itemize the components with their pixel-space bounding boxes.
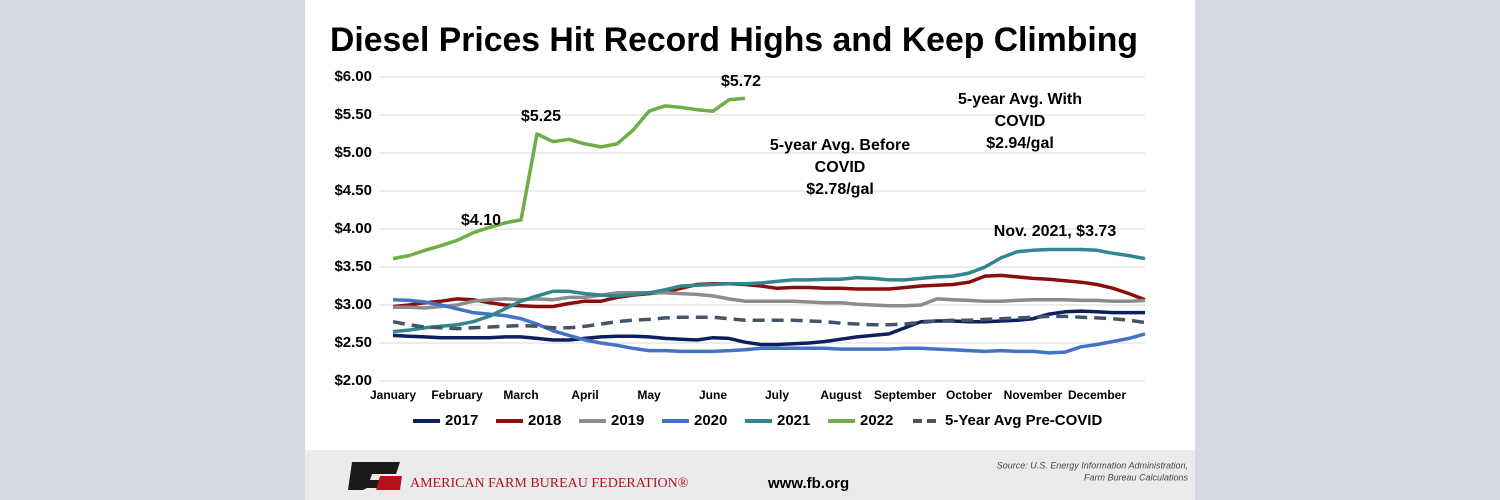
series-line <box>392 273 1146 309</box>
chart-title: Diesel Prices Hit Record Highs and Keep … <box>330 21 1138 59</box>
y-tick-label: $5.50 <box>334 106 372 123</box>
x-tick-label: November <box>1004 388 1063 402</box>
x-tick-label: January <box>370 388 416 402</box>
y-tick-label: $3.50 <box>334 258 372 275</box>
annotation: COVID <box>995 113 1046 130</box>
legend-label: 2018 <box>528 412 561 429</box>
x-tick-label: September <box>874 388 936 402</box>
x-tick-label: July <box>765 388 789 402</box>
legend-label: 2017 <box>445 412 478 429</box>
x-tick-label: October <box>946 388 992 402</box>
y-tick-label: $2.00 <box>334 372 372 389</box>
series-line <box>392 96 746 261</box>
annotation: 5-year Avg. With <box>958 91 1082 108</box>
y-tick-label: $6.00 <box>334 68 372 85</box>
series-line <box>392 297 1146 355</box>
series-line <box>392 247 1146 334</box>
x-tick-label: December <box>1068 388 1126 402</box>
annotation: $5.72 <box>721 73 761 90</box>
annotation: COVID <box>815 159 866 176</box>
x-tick-label: August <box>820 388 861 402</box>
x-tick-label: February <box>431 388 483 402</box>
y-tick-label: $3.00 <box>334 296 372 313</box>
source: Source: U.S. Energy Information Administ… <box>997 460 1188 470</box>
logo <box>348 462 402 490</box>
x-tick-label: May <box>637 388 661 402</box>
series-line <box>393 291 1146 310</box>
annotation: 5-year Avg. Before <box>770 137 910 154</box>
legend-label: 2020 <box>694 412 727 429</box>
y-tick-label: $2.50 <box>334 334 372 351</box>
legend-label: 2021 <box>777 412 810 429</box>
series-line <box>392 314 1146 331</box>
legend-label: 2019 <box>611 412 644 429</box>
annotation: $2.94/gal <box>986 135 1054 152</box>
series-line <box>392 309 1145 347</box>
panel <box>305 0 1195 450</box>
y-tick-label: $5.00 <box>334 144 372 161</box>
annotation: $5.25 <box>521 108 561 125</box>
logo-shape <box>376 476 402 490</box>
y-tick-label: $4.50 <box>334 182 372 199</box>
footer-band <box>305 450 1195 500</box>
x-tick-label: March <box>503 388 538 402</box>
x-tick-label: April <box>571 388 598 402</box>
organization: AMERICAN FARM BUREAU FEDERATION® <box>410 476 689 491</box>
legend-label: 2022 <box>860 412 893 429</box>
x-tick-label: June <box>699 388 727 402</box>
y-tick-label: $4.00 <box>334 220 372 237</box>
legend-label: 5-Year Avg Pre-COVID <box>945 412 1102 429</box>
annotation: $4.10 <box>461 212 501 229</box>
website: www.fb.org <box>767 475 849 492</box>
annotation: $2.78/gal <box>806 181 874 198</box>
annotation: Nov. 2021, $3.73 <box>994 223 1117 240</box>
source: Farm Bureau Calculations <box>1084 472 1189 482</box>
